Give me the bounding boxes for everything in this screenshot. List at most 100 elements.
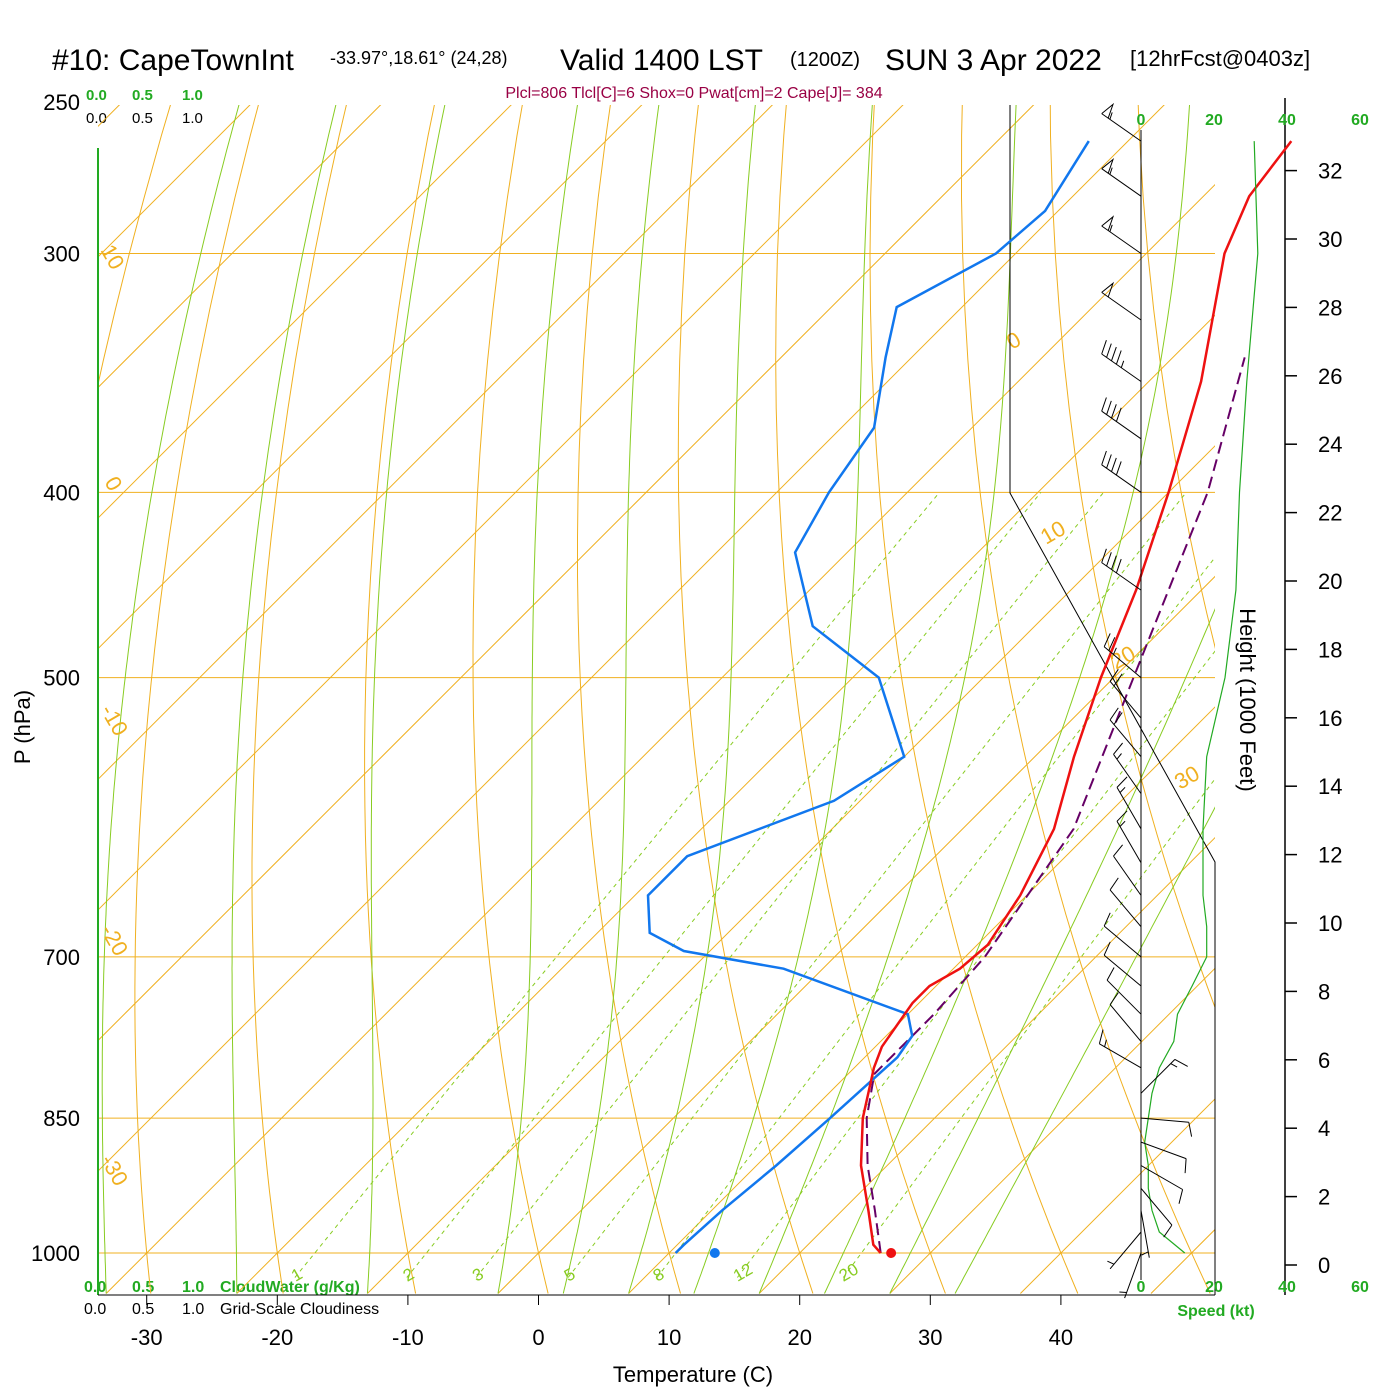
isotherm-label: 0	[100, 472, 128, 495]
isotherm-line	[1150, 1228, 1215, 1294]
isotherm-line	[1282, 68, 1400, 1293]
moist-adiabat-line	[889, 608, 1215, 1294]
height-tick-label: 26	[1318, 364, 1342, 389]
speed-tick-label-bottom: 0	[1137, 1279, 1146, 1296]
cloudiness-tick: 0.5	[132, 110, 153, 127]
mixing-ratio-line	[656, 556, 1215, 1278]
speed-tick-label-top: 20	[1205, 112, 1223, 129]
wind-barb	[1140, 1141, 1187, 1174]
mixing-ratio-label: 8	[650, 1264, 668, 1285]
x-tick-label: 10	[657, 1325, 681, 1350]
cloudiness-scale-top: 0.0 0.5 1.0	[86, 110, 203, 127]
wind-panel	[1098, 102, 1259, 1299]
speed-tick-label-bottom: 20	[1205, 1279, 1223, 1296]
wind-barb	[1101, 281, 1142, 321]
isotherm-line	[497, 575, 1215, 1294]
height-tick-label: 28	[1318, 295, 1342, 320]
wind-barb	[1101, 548, 1142, 591]
dry-adiabat-line	[0, 68, 8, 1293]
moist-adiabat-line	[628, 105, 756, 1294]
forecast-label: [12hrFcst@0403z]	[1130, 46, 1310, 71]
cloud-water-tick: 1.0	[182, 1279, 204, 1296]
height-axis-title: Height (1000 Feet)	[1235, 608, 1260, 791]
speed-tick-label-top: 0	[1137, 112, 1146, 129]
pressure-tick-label: 1000	[31, 1241, 80, 1266]
cloudiness-tick: 0.0	[86, 110, 107, 127]
moist-adiabat-line	[231, 105, 337, 1294]
isotherm-line	[0, 68, 25, 1293]
dry-adiabat-line	[677, 105, 814, 1294]
pressure-tick-label: 850	[43, 1106, 80, 1131]
valid-utc: (1200Z)	[790, 49, 860, 71]
wind-barb	[1140, 1165, 1184, 1204]
pressure-tick-label: 500	[43, 666, 80, 691]
wind-barb	[1101, 340, 1142, 382]
isotherm-line	[889, 967, 1215, 1294]
y-axis-title: P (hPa)	[10, 690, 35, 764]
isotherm-label: -30	[96, 1150, 134, 1190]
speed-axis-title: Speed (kt)	[1177, 1303, 1254, 1320]
dry-adiabat-line	[1311, 68, 1400, 1293]
isotherm-line	[98, 105, 643, 650]
height-tick-label: 30	[1318, 227, 1342, 252]
wind-barb	[1103, 941, 1142, 987]
height-tick-label: 16	[1318, 706, 1342, 731]
mixing-ratio-line	[737, 650, 1215, 1278]
cloud-water-tick: 1.0	[182, 87, 203, 104]
wind-barb	[1101, 397, 1142, 440]
dry-adiabat-line	[364, 105, 435, 1294]
stability-indices: Plcl=806 Tlcl[C]=6 Shox=0 Pwat[cm]=2 Cap…	[505, 85, 882, 102]
isotherm-line	[98, 105, 904, 911]
x-tick-label: 20	[787, 1325, 811, 1350]
speed-tick-label-top: 60	[1351, 112, 1369, 129]
wind-barb	[1140, 1210, 1150, 1258]
x-tick-label: -10	[392, 1325, 424, 1350]
speed-tick-label-top: 40	[1278, 112, 1296, 129]
isotherm-line	[758, 836, 1215, 1294]
height-tick-label: 2	[1318, 1185, 1330, 1210]
isotherm-label: 10	[96, 240, 130, 274]
mixing-ratio-label: 2	[400, 1264, 418, 1285]
mixing-ratio-line	[842, 778, 1215, 1278]
cloudiness-tick: 1.0	[182, 110, 203, 127]
x-tick-label: 40	[1049, 1325, 1073, 1350]
x-axis-title: Temperature (C)	[613, 1362, 773, 1387]
wind-barb	[1109, 992, 1142, 1042]
cloudiness-tick: 0.5	[132, 1301, 154, 1318]
wind-barb	[1107, 1231, 1142, 1270]
mixing-ratio-line	[475, 491, 1104, 1278]
isotherm-line	[236, 314, 1215, 1294]
cloud-water-tick: 0.5	[132, 87, 153, 104]
wind-barb	[1103, 633, 1142, 678]
isotherm-line	[98, 105, 512, 519]
mixing-ratio-line	[406, 491, 1042, 1278]
cloud-water-scale-bottom: 0.0 0.5 1.0 CloudWater (g/Kg)	[84, 1279, 360, 1296]
mixing-ratio-label: 20	[836, 1260, 862, 1286]
height-tick-label: 8	[1318, 979, 1330, 1004]
moist-adiabat-line	[824, 105, 1191, 1294]
dry-adiabat-line	[251, 105, 347, 1294]
moist-adiabat-line	[562, 105, 660, 1294]
wind-barb	[1101, 102, 1142, 142]
height-tick-label: 14	[1318, 774, 1342, 799]
cloud-water-tick: 0.0	[86, 87, 107, 104]
cloudiness-tick: 1.0	[182, 1301, 204, 1318]
wind-barb	[1116, 810, 1142, 864]
dry-adiabat-line	[1137, 105, 1215, 649]
isotherm-line	[105, 183, 1215, 1294]
wind-barb	[1109, 707, 1142, 758]
pressure-tick-label: 400	[43, 480, 80, 505]
wind-barb	[1140, 1187, 1173, 1238]
isotherm-line	[98, 105, 1035, 1042]
axes: -30 -20 -10 0 10 20 30 402503004005007008501000…	[31, 90, 1369, 1350]
pressure-tick-label: 300	[43, 242, 80, 267]
wind-speed-line	[1144, 141, 1259, 1254]
x-tick-label: -20	[261, 1325, 293, 1350]
cloudiness-tick: 0.0	[84, 1301, 106, 1318]
mixing-ratio-label: 12	[730, 1260, 756, 1286]
mixing-ratio-line	[567, 491, 1187, 1278]
isotherm-line	[98, 105, 1165, 1172]
mixing-ratio-label: 3	[469, 1264, 487, 1285]
wind-barb	[1119, 1252, 1142, 1299]
